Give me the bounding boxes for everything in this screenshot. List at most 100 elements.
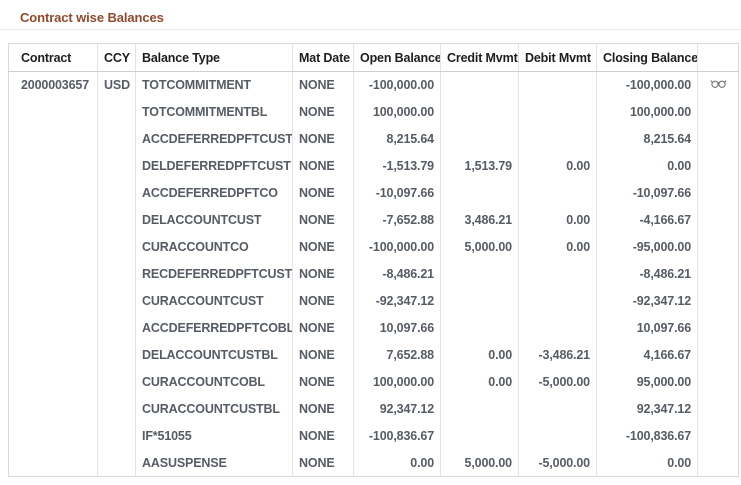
cell-mat-date: NONE <box>292 179 354 207</box>
cell-action <box>697 98 739 126</box>
cell-open-balance: 100,000.00 <box>353 368 441 396</box>
cell-mat-date: NONE <box>292 395 354 423</box>
cell-contract <box>9 126 98 153</box>
cell-open-balance: 10,097.66 <box>353 314 441 342</box>
cell-debit-mvmt: -5,000.00 <box>518 449 597 477</box>
cell-open-balance: 92,347.12 <box>353 395 441 423</box>
col-header-mat-date: Mat Date <box>292 43 354 72</box>
cell-ccy <box>97 152 136 180</box>
cell-open-balance: -1,513.79 <box>353 152 441 180</box>
cell-balance-type: DELDEFERREDPFTCUST <box>135 152 293 180</box>
cell-contract <box>9 450 98 477</box>
cell-mat-date: NONE <box>292 314 354 342</box>
cell-ccy <box>97 260 136 288</box>
cell-action <box>697 233 739 261</box>
cell-balance-type: ACCDEFERREDPFTCOBL <box>135 314 293 342</box>
cell-debit-mvmt: 0.00 <box>518 152 597 180</box>
cell-mat-date: NONE <box>292 422 354 450</box>
cell-mat-date: NONE <box>292 98 354 126</box>
cell-debit-mvmt <box>518 71 597 99</box>
cell-action <box>697 395 739 423</box>
cell-mat-date: NONE <box>292 341 354 369</box>
cell-action <box>697 206 739 234</box>
col-header-ccy: CCY <box>97 43 136 72</box>
table-row: CURACCOUNTCO NONE -100,000.00 5,000.00 0… <box>9 233 739 261</box>
cell-contract <box>9 207 98 234</box>
cell-closing-balance: -4,166.67 <box>596 206 698 234</box>
cell-ccy <box>97 179 136 207</box>
cell-action <box>697 71 739 99</box>
col-header-closing-balance: Closing Balance <box>596 43 698 72</box>
table-row: TOTCOMMITMENTBL NONE 100,000.00 100,000.… <box>9 98 739 126</box>
cell-credit-mvmt: 0.00 <box>440 341 519 369</box>
cell-closing-balance: -100,836.67 <box>596 422 698 450</box>
cell-action <box>697 449 739 477</box>
cell-debit-mvmt <box>518 287 597 315</box>
cell-debit-mvmt: -5,000.00 <box>518 368 597 396</box>
cell-ccy <box>97 395 136 423</box>
cell-credit-mvmt <box>440 422 519 450</box>
cell-closing-balance: 8,215.64 <box>596 125 698 153</box>
cell-closing-balance: 4,166.67 <box>596 341 698 369</box>
page-title: Contract wise Balances <box>20 10 164 25</box>
cell-ccy <box>97 368 136 396</box>
cell-credit-mvmt: 5,000.00 <box>440 233 519 261</box>
cell-credit-mvmt <box>440 125 519 153</box>
table-row: DELACCOUNTCUST NONE -7,652.88 3,486.21 0… <box>9 206 739 234</box>
cell-debit-mvmt: -3,486.21 <box>518 341 597 369</box>
cell-contract <box>9 342 98 369</box>
cell-contract <box>9 180 98 207</box>
cell-ccy <box>97 233 136 261</box>
cell-contract <box>9 423 98 450</box>
cell-balance-type: IF*51055 <box>135 422 293 450</box>
cell-balance-type: DELACCOUNTCUST <box>135 206 293 234</box>
cell-ccy <box>97 125 136 153</box>
cell-debit-mvmt <box>518 422 597 450</box>
cell-contract <box>9 261 98 288</box>
cell-action <box>697 422 739 450</box>
cell-contract <box>9 234 98 261</box>
cell-ccy <box>97 314 136 342</box>
cell-action <box>697 287 739 315</box>
cell-debit-mvmt <box>518 260 597 288</box>
cell-open-balance: -100,000.00 <box>353 233 441 261</box>
table-row: IF*51055 NONE -100,836.67 -100,836.67 <box>9 422 739 450</box>
col-header-debit-mvmt: Debit Mvmt <box>518 43 597 72</box>
cell-mat-date: NONE <box>292 71 354 99</box>
table-header-row: Contract CCY Balance Type Mat Date Open … <box>8 43 739 72</box>
cell-balance-type: AASUSPENSE <box>135 449 293 477</box>
cell-open-balance: -100,836.67 <box>353 422 441 450</box>
cell-contract <box>9 99 98 126</box>
cell-mat-date: NONE <box>292 260 354 288</box>
cell-closing-balance: 100,000.00 <box>596 98 698 126</box>
cell-debit-mvmt: 0.00 <box>518 206 597 234</box>
cell-mat-date: NONE <box>292 152 354 180</box>
cell-balance-type: TOTCOMMITMENT <box>135 71 293 99</box>
cell-debit-mvmt <box>518 98 597 126</box>
cell-open-balance: 0.00 <box>353 449 441 477</box>
cell-credit-mvmt <box>440 287 519 315</box>
cell-balance-type: ACCDEFERREDPFTCO <box>135 179 293 207</box>
balances-table: Contract CCY Balance Type Mat Date Open … <box>8 43 739 477</box>
cell-contract <box>9 396 98 423</box>
cell-mat-date: NONE <box>292 233 354 261</box>
cell-credit-mvmt <box>440 260 519 288</box>
title-divider <box>0 29 741 30</box>
table-row: 2000003657 USD TOTCOMMITMENT NONE -100,0… <box>9 71 739 99</box>
cell-debit-mvmt <box>518 314 597 342</box>
cell-ccy <box>97 206 136 234</box>
table-row: CURACCOUNTCUSTBL NONE 92,347.12 92,347.1… <box>9 395 739 423</box>
cell-credit-mvmt: 0.00 <box>440 368 519 396</box>
cell-open-balance: -92,347.12 <box>353 287 441 315</box>
glasses-icon[interactable] <box>710 78 727 89</box>
cell-open-balance: -7,652.88 <box>353 206 441 234</box>
cell-action <box>697 152 739 180</box>
table-row: AASUSPENSE NONE 0.00 5,000.00 -5,000.00 … <box>9 449 739 477</box>
cell-mat-date: NONE <box>292 449 354 477</box>
cell-mat-date: NONE <box>292 287 354 315</box>
cell-open-balance: 8,215.64 <box>353 125 441 153</box>
cell-action <box>697 179 739 207</box>
cell-ccy: USD <box>97 71 136 99</box>
table-row: ACCDEFERREDPFTCO NONE -10,097.66 -10,097… <box>9 179 739 207</box>
cell-balance-type: CURACCOUNTCUSTBL <box>135 395 293 423</box>
